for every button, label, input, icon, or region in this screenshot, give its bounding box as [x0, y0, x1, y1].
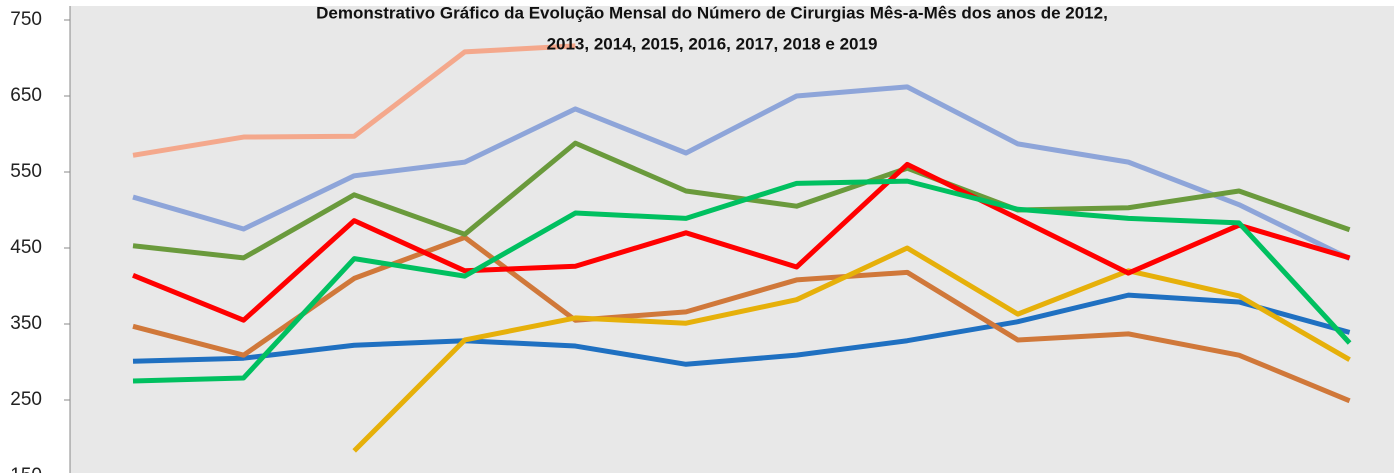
series-line — [132, 161, 1351, 323]
series-line — [132, 292, 1351, 367]
y-tick-label: 750 — [10, 9, 42, 30]
y-tick-label: 250 — [10, 389, 42, 410]
series-line — [132, 178, 1352, 384]
series-line — [132, 84, 1351, 261]
y-tick-label: 150 — [10, 465, 42, 473]
y-tick-label: 550 — [10, 161, 42, 182]
y-tick-label: 450 — [10, 237, 42, 258]
chart-subtitle: 2013, 2014, 2015, 2016, 2017, 2018 e 201… — [547, 34, 878, 53]
series-line — [352, 245, 1351, 453]
plot-area — [70, 6, 1394, 473]
chart-title: Demonstrativo Gráfico da Evolução Mensal… — [316, 3, 1108, 22]
series-line — [132, 43, 576, 158]
marks — [132, 43, 1352, 453]
series-line — [132, 234, 1351, 404]
y-tick-label: 350 — [10, 313, 42, 334]
y-tick-label: 650 — [10, 85, 42, 106]
